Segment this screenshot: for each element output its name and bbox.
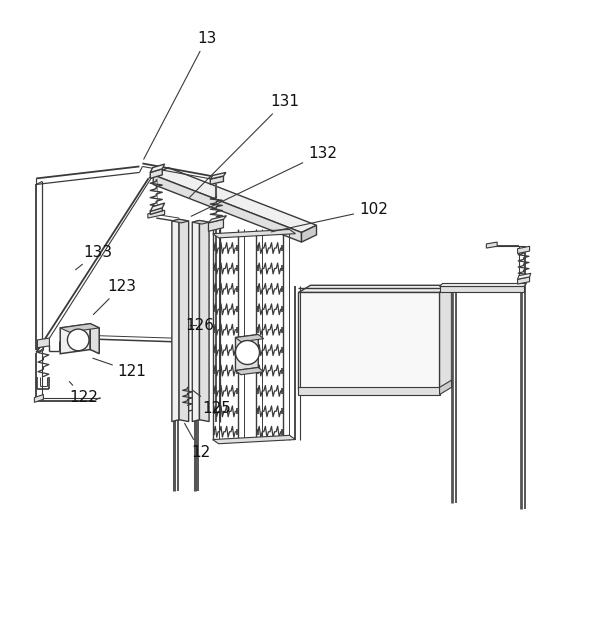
Polygon shape bbox=[172, 219, 179, 422]
Polygon shape bbox=[302, 225, 317, 242]
Text: 122: 122 bbox=[69, 381, 99, 405]
Text: 133: 133 bbox=[75, 245, 112, 270]
Text: 13: 13 bbox=[144, 31, 216, 159]
Text: 126: 126 bbox=[185, 318, 214, 333]
Polygon shape bbox=[236, 335, 264, 342]
Polygon shape bbox=[148, 211, 165, 218]
Polygon shape bbox=[517, 247, 529, 253]
Polygon shape bbox=[150, 203, 165, 212]
Polygon shape bbox=[200, 220, 209, 422]
Polygon shape bbox=[517, 277, 529, 284]
Text: 12: 12 bbox=[185, 424, 210, 460]
Text: 123: 123 bbox=[93, 279, 136, 315]
Polygon shape bbox=[60, 324, 90, 354]
Polygon shape bbox=[213, 230, 295, 238]
Polygon shape bbox=[209, 215, 227, 223]
Polygon shape bbox=[150, 207, 162, 214]
Polygon shape bbox=[179, 219, 189, 422]
Polygon shape bbox=[440, 284, 526, 286]
Polygon shape bbox=[192, 220, 200, 422]
Polygon shape bbox=[487, 242, 497, 248]
Circle shape bbox=[68, 329, 89, 351]
Polygon shape bbox=[192, 220, 209, 224]
Text: 121: 121 bbox=[93, 358, 147, 379]
Polygon shape bbox=[210, 173, 226, 179]
Text: 132: 132 bbox=[191, 146, 337, 216]
Polygon shape bbox=[37, 338, 49, 348]
Circle shape bbox=[236, 340, 259, 365]
Polygon shape bbox=[440, 380, 452, 394]
Polygon shape bbox=[236, 335, 258, 371]
Polygon shape bbox=[440, 285, 452, 389]
Polygon shape bbox=[172, 219, 189, 223]
Polygon shape bbox=[298, 388, 440, 394]
Polygon shape bbox=[517, 273, 531, 279]
Polygon shape bbox=[150, 164, 165, 173]
Polygon shape bbox=[150, 169, 162, 178]
Polygon shape bbox=[34, 394, 43, 402]
Text: 102: 102 bbox=[271, 202, 388, 232]
Polygon shape bbox=[153, 175, 302, 242]
Polygon shape bbox=[440, 286, 523, 292]
Polygon shape bbox=[298, 292, 440, 389]
Polygon shape bbox=[213, 435, 295, 444]
Polygon shape bbox=[60, 324, 99, 332]
Polygon shape bbox=[210, 176, 224, 184]
Text: 125: 125 bbox=[193, 390, 231, 416]
Text: 131: 131 bbox=[189, 94, 299, 197]
Polygon shape bbox=[153, 168, 317, 232]
Polygon shape bbox=[209, 219, 224, 231]
Polygon shape bbox=[90, 324, 99, 354]
Polygon shape bbox=[236, 368, 264, 374]
Polygon shape bbox=[298, 285, 452, 292]
